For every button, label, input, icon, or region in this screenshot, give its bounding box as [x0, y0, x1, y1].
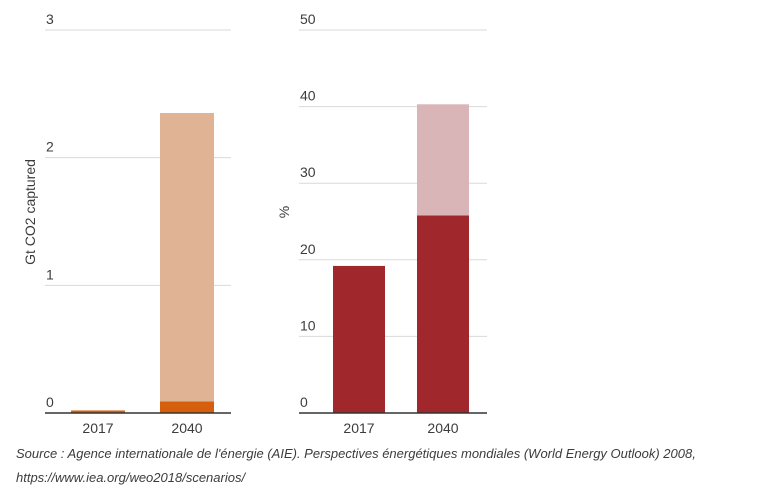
- y-tick-label-1-1: 1: [46, 266, 54, 282]
- bar-chart2-2017-segment1: [333, 265, 385, 413]
- bar-chart1-2017-segment1: [71, 410, 125, 413]
- bar-chart1-2040-segment1: [160, 401, 214, 413]
- y-axis-title-1: Gt CO2 captured: [22, 159, 38, 265]
- y-tick-label-2-10: 10: [300, 317, 316, 333]
- y-tick-label-1-2: 2: [46, 139, 54, 155]
- chart-area: 0 1 2 3 2017 2040 Gt CO2 captured 0 10 20 30 40 50 20…: [22, 11, 487, 436]
- y-tick-label-2-50: 50: [300, 11, 316, 27]
- x-tick-label-1-2017: 2017: [82, 420, 113, 436]
- y-tick-label-1-0: 0: [46, 394, 54, 410]
- x-tick-label-2-2017: 2017: [343, 420, 374, 436]
- bar-chart2-2040-segment1: [417, 215, 469, 413]
- x-tick-label-1-2040: 2040: [171, 420, 202, 436]
- y-tick-label-2-20: 20: [300, 241, 316, 257]
- y-tick-label-2-0: 0: [300, 394, 308, 410]
- bar-chart2-2040-segment2: [417, 104, 469, 216]
- y-tick-label-2-30: 30: [300, 164, 316, 180]
- source-note-line1: Source : Agence internationale de l'éner…: [16, 446, 696, 461]
- source-note-line2: https://www.iea.org/weo2018/scenarios/: [16, 470, 246, 485]
- x-tick-label-2-2040: 2040: [427, 420, 458, 436]
- y-tick-label-2-40: 40: [300, 88, 316, 104]
- y-tick-label-1-3: 3: [46, 11, 54, 27]
- y-axis-title-2: %: [276, 206, 292, 218]
- bar-chart1-2040-segment2: [160, 112, 214, 402]
